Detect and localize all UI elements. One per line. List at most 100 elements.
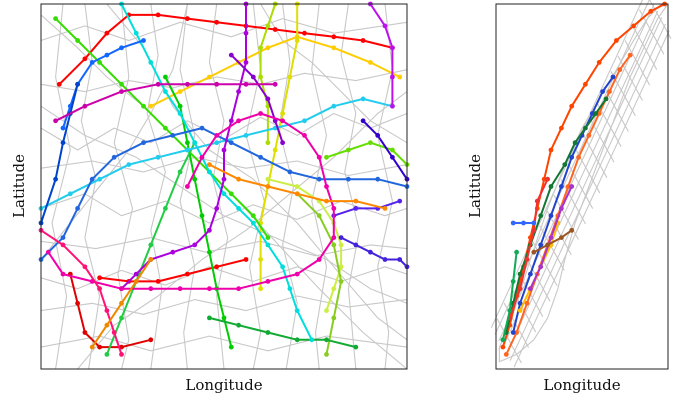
route-stop xyxy=(294,337,300,343)
route-stop xyxy=(517,271,523,277)
route-stop xyxy=(258,74,263,80)
route-stop xyxy=(265,279,271,284)
plot-frame-left xyxy=(40,3,408,370)
route-stop xyxy=(265,96,271,102)
route-stop xyxy=(243,81,249,87)
network-map-right: Longitude Latitude xyxy=(466,0,672,394)
road-segment xyxy=(208,3,229,370)
route-stop xyxy=(607,89,612,94)
route-stop xyxy=(199,154,205,160)
route-stop xyxy=(346,176,351,182)
route-stop xyxy=(111,330,117,335)
route-stop xyxy=(294,184,300,189)
route-stop xyxy=(60,271,66,277)
route-stop xyxy=(562,162,568,168)
route-stop xyxy=(236,206,242,211)
route-stop xyxy=(548,213,554,219)
route-stop xyxy=(375,176,381,182)
road-segment xyxy=(311,3,328,370)
route-stop xyxy=(617,67,623,73)
route-stop xyxy=(331,315,337,321)
route-stop xyxy=(126,162,132,168)
route xyxy=(258,1,278,146)
route-line xyxy=(62,39,145,130)
route-stop xyxy=(507,308,513,313)
road-segment xyxy=(40,69,408,93)
route-stop xyxy=(538,213,544,219)
route-stop xyxy=(353,242,359,248)
route-stop xyxy=(148,242,154,248)
route-stop xyxy=(600,89,605,94)
route-stop xyxy=(593,111,599,116)
route-stop xyxy=(324,154,329,160)
route-stop xyxy=(148,257,154,262)
route-stop xyxy=(603,96,609,102)
route-stop xyxy=(541,176,547,182)
route-stop xyxy=(119,89,124,94)
route-stop xyxy=(199,125,205,131)
route-stop xyxy=(163,206,168,211)
route-stop xyxy=(104,308,110,313)
route-stop xyxy=(302,30,307,36)
route-stop xyxy=(510,330,516,335)
route xyxy=(528,184,575,292)
route-line xyxy=(340,236,408,268)
route-stop xyxy=(258,45,263,51)
route-stop xyxy=(510,220,516,226)
route-stop xyxy=(331,235,337,241)
x-axis-label-left: Longitude xyxy=(185,376,262,394)
route-stop xyxy=(265,176,271,182)
route-stop xyxy=(353,206,359,211)
route xyxy=(258,1,300,292)
route-stop xyxy=(119,315,124,321)
route-stop xyxy=(548,184,554,189)
route-stop xyxy=(148,286,154,292)
route-stop xyxy=(390,74,395,80)
route xyxy=(207,315,359,350)
route-stop xyxy=(583,81,588,87)
route-stop xyxy=(53,176,58,182)
road-segment xyxy=(40,193,408,224)
route-stop xyxy=(258,286,263,292)
road-segment xyxy=(77,91,408,370)
road-segment xyxy=(377,3,393,370)
route-stop xyxy=(397,257,403,262)
route-stop xyxy=(538,264,544,270)
route-stop xyxy=(177,286,183,292)
route xyxy=(510,74,616,335)
route-stop xyxy=(97,60,102,65)
route-stop xyxy=(569,184,575,189)
road-segment xyxy=(40,18,408,42)
route-stop xyxy=(316,213,322,219)
route-stop xyxy=(390,45,395,51)
route-stop xyxy=(258,154,263,160)
route-stop xyxy=(324,352,329,357)
route-stop xyxy=(60,235,66,241)
route-line xyxy=(296,192,343,356)
route-stop xyxy=(141,38,146,43)
route-stop xyxy=(185,184,190,189)
route-stop xyxy=(228,52,234,58)
route-stop xyxy=(155,81,161,87)
route-stop xyxy=(236,322,242,328)
route-line xyxy=(47,112,335,290)
route-stop xyxy=(531,220,537,226)
route-stop xyxy=(272,27,278,32)
route-stop xyxy=(265,330,271,335)
network-map-left: Longitude Latitude xyxy=(10,1,410,394)
route-stop xyxy=(559,235,564,241)
route-line xyxy=(508,178,549,319)
route-stop xyxy=(302,133,307,138)
route-stop xyxy=(214,264,220,270)
route-stop xyxy=(148,337,154,343)
route-stop xyxy=(228,344,234,350)
route-stop xyxy=(192,176,198,182)
route-stop xyxy=(75,300,80,306)
road-segment xyxy=(260,3,408,144)
route-stop xyxy=(280,118,285,124)
route-stop xyxy=(133,30,139,36)
route-stop xyxy=(53,118,58,124)
route-stop xyxy=(60,242,66,248)
route-stop xyxy=(545,176,550,182)
route-stop xyxy=(214,206,220,211)
